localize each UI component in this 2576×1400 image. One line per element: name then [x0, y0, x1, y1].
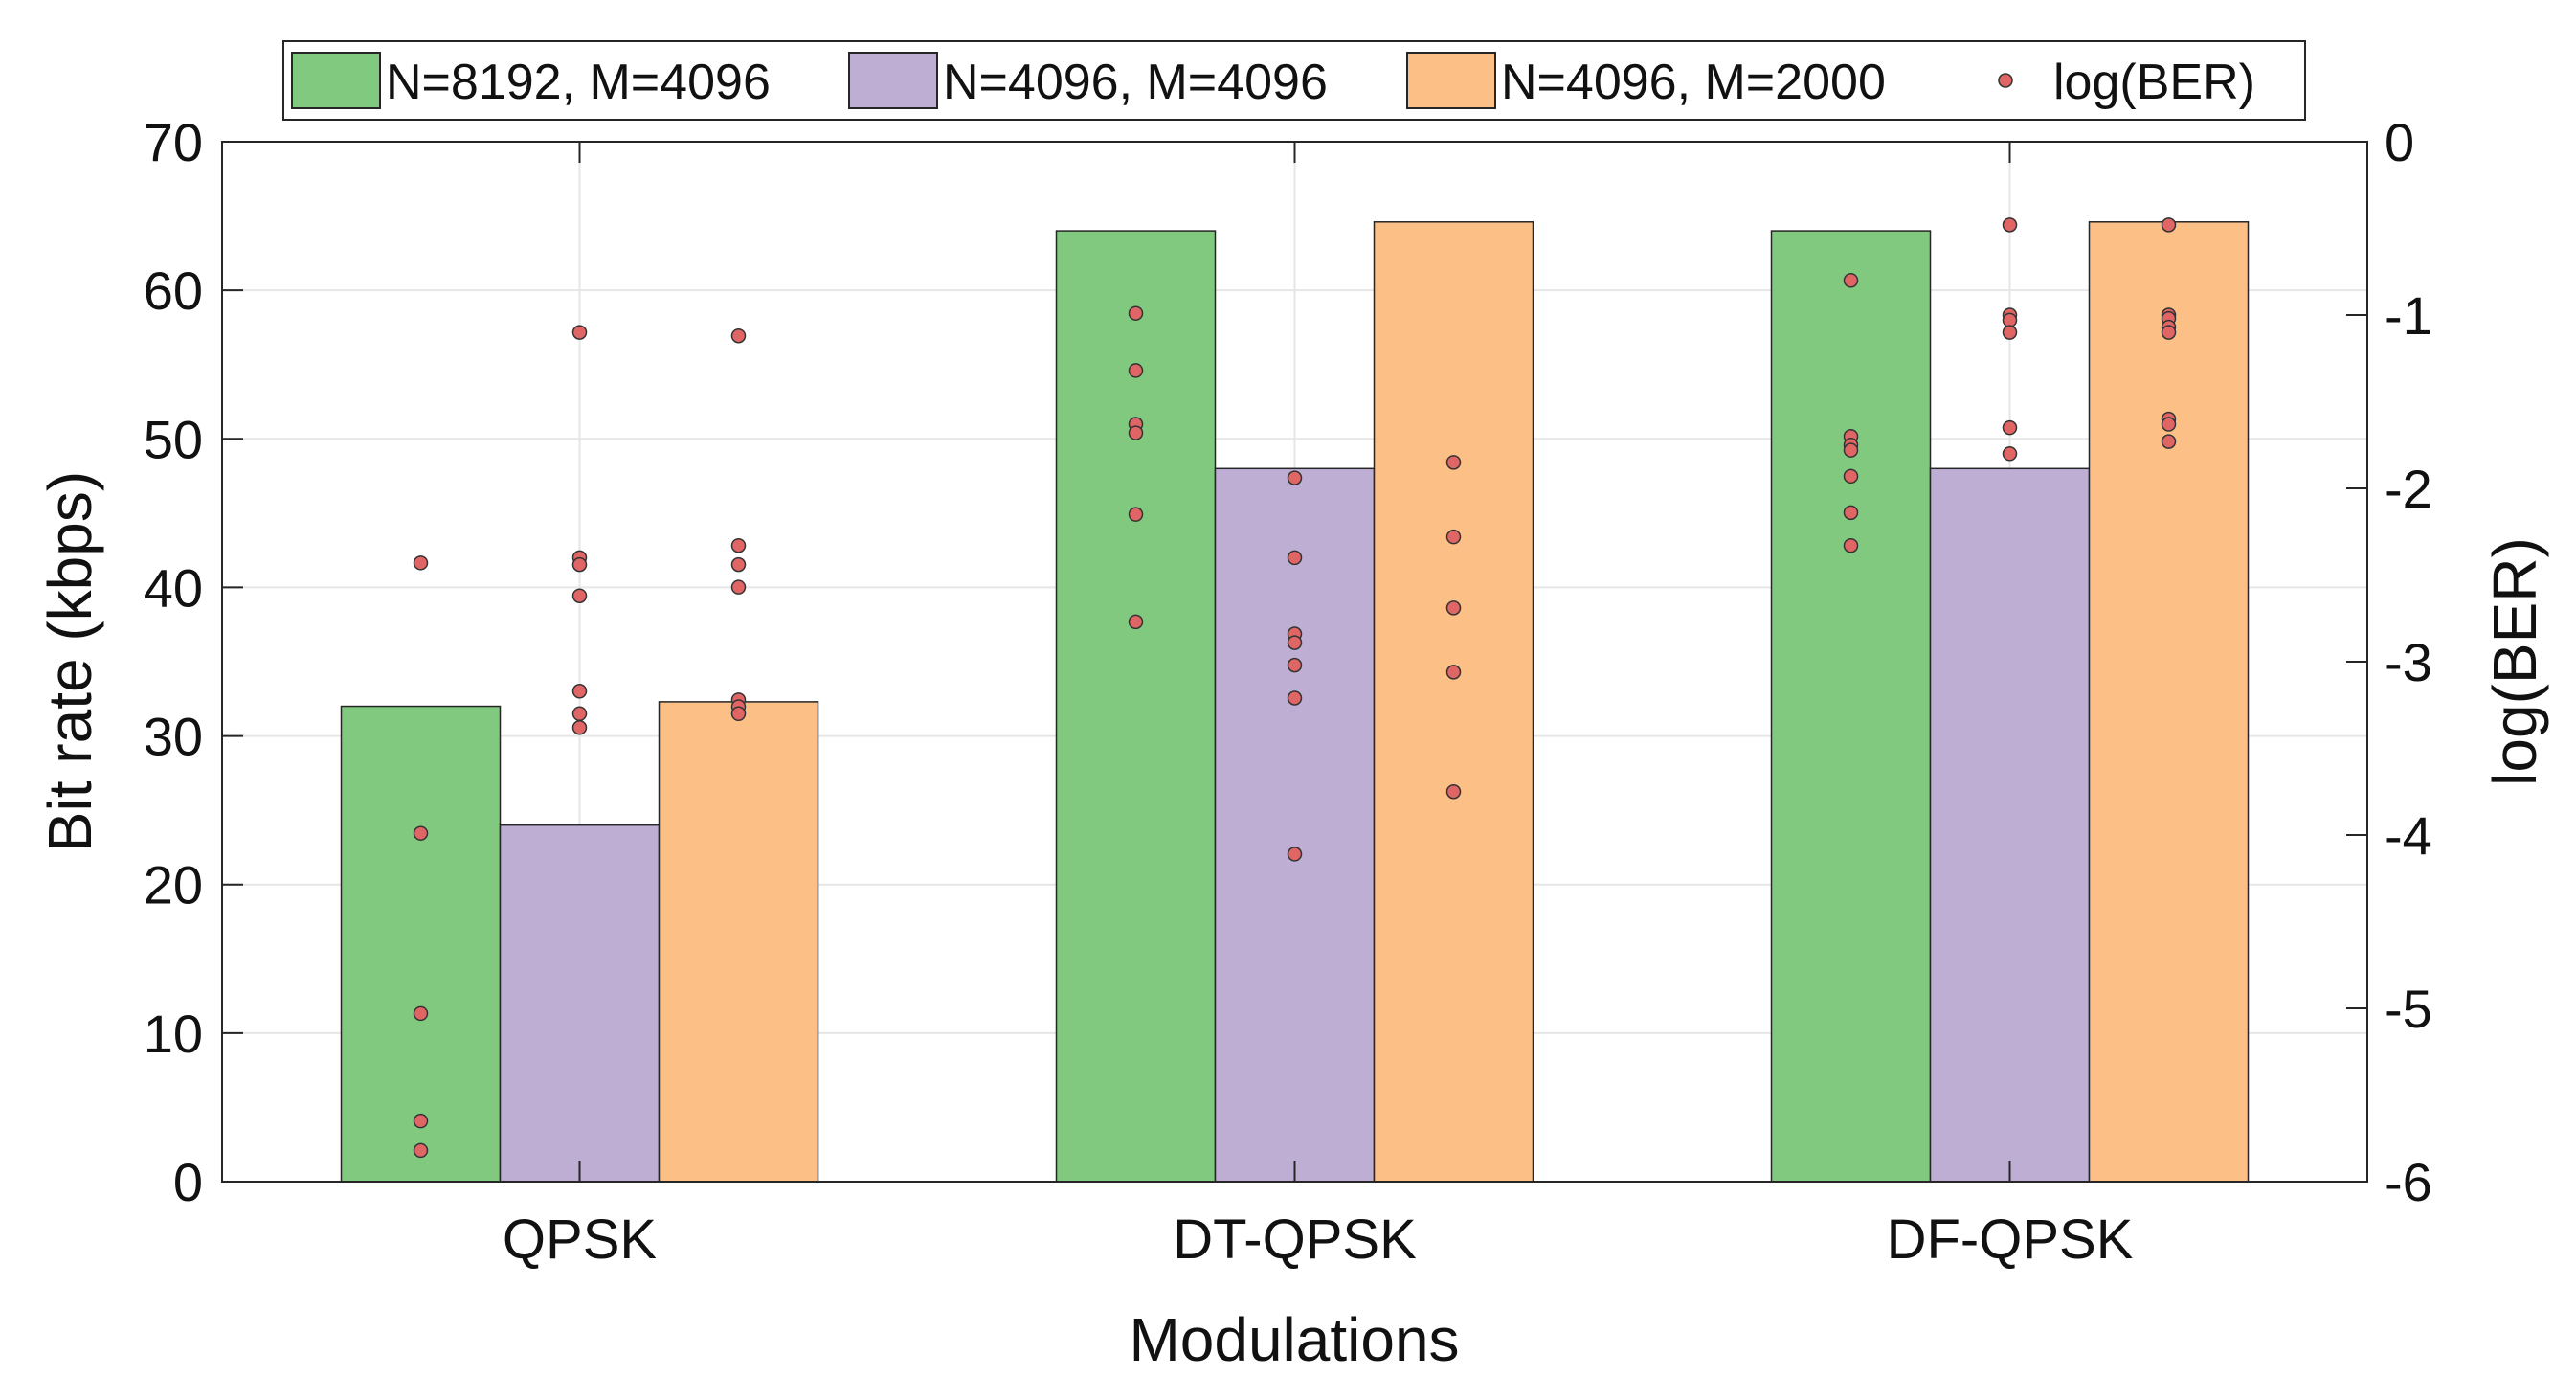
ber-point [1287, 847, 1303, 862]
y-tick-label: 60 [144, 260, 203, 321]
y-tick-label: 30 [144, 707, 203, 767]
bar-qpsk-series-1 [340, 705, 502, 1183]
bars [340, 221, 2250, 1183]
ber-point [2002, 217, 2018, 233]
ber-point [1128, 305, 1144, 321]
ber-point [413, 555, 429, 571]
y-tick-label: 20 [144, 855, 203, 915]
ber-point [1128, 425, 1144, 440]
ber-point [413, 1142, 429, 1159]
ber-point [1843, 442, 1859, 458]
ber-point [1445, 600, 1462, 616]
ber-point [413, 1113, 429, 1129]
legend-swatch-3 [1406, 52, 1496, 109]
legend-label-3: N=4096, M=2000 [1501, 55, 1886, 110]
y2-tick-label: -1 [2385, 285, 2432, 346]
x-tick-label: QPSK [503, 1208, 657, 1271]
legend-marker-ber [1998, 73, 2013, 88]
ber-point [2161, 217, 2177, 233]
ber-point [1843, 505, 1859, 521]
y-tick-label: 10 [144, 1004, 203, 1064]
bar-df-qpsk-series-3 [2088, 221, 2250, 1183]
ber-point [2002, 419, 2018, 436]
legend-label-1: N=8192, M=4096 [386, 55, 771, 110]
ber-point [571, 706, 588, 722]
ber-point [1445, 784, 1462, 800]
ber-point [1287, 657, 1303, 673]
ber-point [1287, 550, 1303, 566]
bar-qpsk-series-2 [499, 824, 661, 1183]
ber-point [1287, 635, 1303, 650]
legend-label-2: N=4096, M=4096 [943, 55, 1328, 110]
bar-df-qpsk-series-1 [1770, 230, 1932, 1183]
legend: N=8192, M=4096 N=4096, M=4096 N=4096, M=… [282, 40, 2306, 121]
ber-point [730, 327, 747, 344]
ber-point [730, 556, 747, 573]
ber-point [1843, 273, 1859, 288]
y-tick-label: 40 [144, 557, 203, 618]
legend-swatch-1 [291, 52, 381, 109]
y-tick-label: 50 [144, 409, 203, 469]
ber-point [413, 1005, 429, 1022]
bar-dt-qpsk-series-3 [1373, 221, 1534, 1183]
ber-points [413, 217, 2177, 1159]
ber-point [1287, 690, 1303, 706]
legend-box [282, 40, 2306, 121]
ber-point [2161, 325, 2177, 340]
bar-dt-qpsk-series-2 [1214, 467, 1376, 1183]
bar-qpsk-series-3 [658, 701, 819, 1183]
bar-df-qpsk-series-2 [1929, 467, 2091, 1183]
x-tick-label: DT-QPSK [1173, 1208, 1417, 1271]
y2-tick-label: -5 [2385, 979, 2432, 1039]
ber-point [2002, 312, 2018, 328]
ber-point [1128, 507, 1144, 522]
ber-point [1445, 455, 1462, 470]
ber-point [571, 684, 588, 699]
y2-tick-label: -2 [2385, 459, 2432, 519]
ber-point [1128, 363, 1144, 378]
ber-point [2161, 434, 2177, 449]
legend-label-ber: log(BER) [2053, 55, 2255, 110]
ber-point [571, 588, 588, 603]
y2-tick-label: -3 [2385, 632, 2432, 692]
ber-point [1445, 665, 1462, 680]
ber-point [571, 556, 588, 573]
ber-point [2002, 325, 2018, 340]
ber-point [1445, 529, 1462, 545]
ber-point [1128, 614, 1144, 630]
ber-point [730, 579, 747, 595]
y2-axis-title: log(BER) [2480, 537, 2549, 786]
y-tick-label: 0 [173, 1152, 203, 1212]
ber-point [571, 325, 588, 340]
ber-point [2161, 417, 2177, 432]
y2-tick-label: -4 [2385, 805, 2432, 866]
y2-tick-label: 0 [2385, 112, 2414, 172]
ber-point [730, 537, 747, 553]
y2-tick-label: -6 [2385, 1152, 2432, 1212]
ber-point [413, 825, 429, 841]
legend-swatch-2 [848, 52, 938, 109]
y-axis-title: Bit rate (kbps) [35, 471, 104, 852]
axes: 0 10 20 30 40 50 60 70 -6 -5 -4 -3 -2 -1 0 QPSK DT-QPSK D… [144, 112, 2432, 1271]
ber-point [1843, 468, 1859, 485]
x-tick-label: DF-QPSK [1887, 1208, 2134, 1271]
ber-point [571, 720, 588, 735]
x-axis-title: Modulations [1129, 1305, 1459, 1374]
ber-point [730, 706, 747, 722]
ber-point [1287, 470, 1303, 485]
ber-point [2002, 446, 2018, 462]
y-tick-label: 70 [144, 112, 203, 172]
ber-point [1843, 537, 1859, 553]
